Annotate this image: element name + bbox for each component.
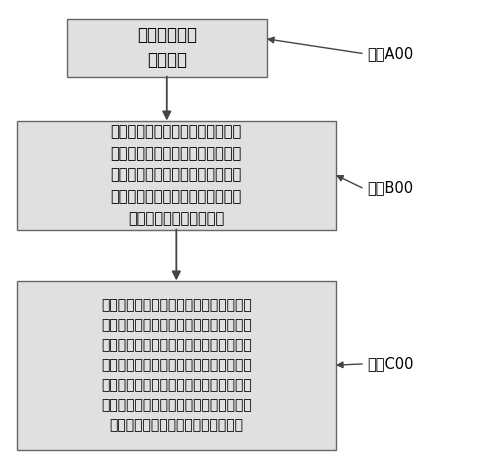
Text: 步骤C00: 步骤C00	[367, 357, 413, 371]
Text: 设定机组的进
出水温度: 设定机组的进 出水温度	[137, 26, 197, 70]
Text: 通过传感器数据采集系统采集机组
实际运行的排气压力、进出水温度
、流量保护器及环境温度的信息反
馈给中央控制系统，中央控制系统
自动计算判断，得出结果: 通过传感器数据采集系统采集机组 实际运行的排气压力、进出水温度 、流量保护器及环…	[111, 124, 242, 226]
Text: 步骤B00: 步骤B00	[367, 180, 413, 195]
FancyBboxPatch shape	[17, 121, 336, 229]
FancyBboxPatch shape	[67, 18, 267, 77]
Text: 步骤A00: 步骤A00	[367, 46, 413, 61]
FancyBboxPatch shape	[17, 280, 336, 450]
Text: 中央控制系统根据结果控制压缩机的开启
或停机，轴流风机电机调速器无级控制轴
流风机电机的转速和轴流风机的冷凝散热
风量，控制水泵的开启或停机，控制三通
阀的开启: 中央控制系统根据结果控制压缩机的开启 或停机，轴流风机电机调速器无级控制轴 流风…	[101, 298, 252, 432]
